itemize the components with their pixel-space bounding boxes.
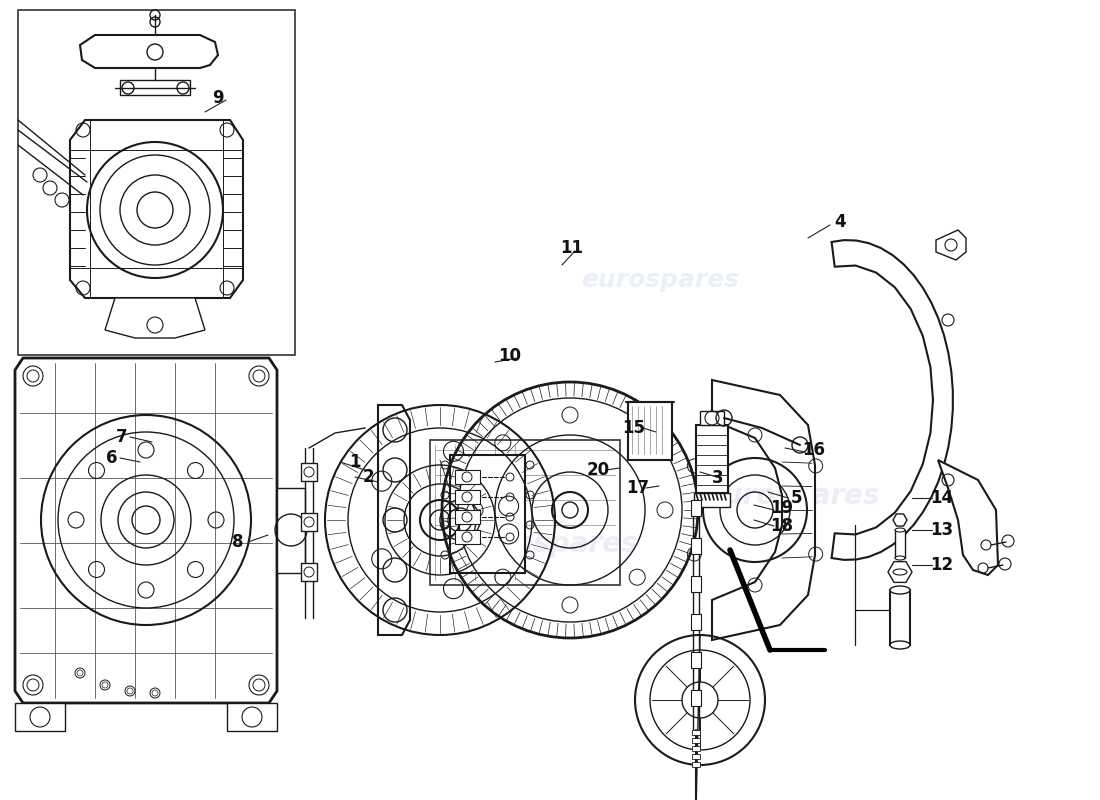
Text: eurospares: eurospares (704, 482, 880, 510)
Ellipse shape (895, 528, 905, 532)
Text: 12: 12 (931, 556, 954, 574)
Text: 17: 17 (626, 479, 650, 497)
Text: 10: 10 (498, 347, 521, 365)
Bar (692, 754, 700, 759)
Polygon shape (936, 230, 966, 260)
Bar (691, 538, 701, 554)
Text: 18: 18 (770, 517, 793, 535)
Bar (120, 80, 190, 95)
Bar (691, 576, 701, 592)
Text: 11: 11 (561, 239, 583, 257)
Text: 20: 20 (586, 461, 609, 479)
Ellipse shape (890, 586, 910, 594)
Polygon shape (888, 562, 912, 582)
Ellipse shape (893, 569, 907, 575)
Bar (692, 738, 700, 743)
Text: 3: 3 (712, 469, 724, 487)
Text: 5: 5 (790, 489, 802, 507)
Text: 13: 13 (931, 521, 954, 539)
Bar (628, 402, 672, 460)
Polygon shape (832, 240, 953, 560)
Text: eurospares: eurospares (581, 268, 739, 292)
Bar (691, 690, 701, 706)
Bar (691, 500, 701, 516)
Ellipse shape (890, 641, 910, 649)
Text: 9: 9 (212, 89, 223, 107)
Bar (692, 730, 700, 735)
Bar (694, 493, 730, 507)
Bar (895, 530, 905, 558)
Text: 8: 8 (232, 533, 244, 551)
Polygon shape (15, 358, 277, 703)
Bar (18, 10, 295, 355)
Bar (227, 703, 277, 731)
Text: 19: 19 (770, 499, 793, 517)
Bar (692, 762, 700, 767)
Bar (691, 614, 701, 630)
Text: 6: 6 (107, 449, 118, 467)
Text: 4: 4 (834, 213, 846, 231)
Bar (691, 652, 701, 668)
Bar (450, 455, 525, 573)
Bar (455, 470, 480, 484)
Bar (455, 510, 480, 524)
Bar (301, 513, 317, 531)
Polygon shape (712, 380, 815, 640)
Bar (890, 590, 910, 645)
Bar (692, 746, 700, 751)
Bar (696, 425, 728, 493)
Text: 7: 7 (117, 428, 128, 446)
Polygon shape (893, 514, 907, 526)
Polygon shape (70, 120, 243, 298)
Polygon shape (938, 460, 998, 575)
Text: 1: 1 (350, 453, 361, 471)
Polygon shape (104, 298, 205, 338)
Text: 2: 2 (362, 468, 374, 486)
Bar (430, 440, 620, 585)
Bar (455, 530, 480, 544)
Bar (455, 490, 480, 504)
Bar (301, 463, 317, 481)
Text: eurospares: eurospares (80, 468, 239, 492)
Polygon shape (378, 405, 410, 635)
Bar (301, 563, 317, 581)
Text: 14: 14 (931, 489, 954, 507)
Bar (15, 703, 65, 731)
Polygon shape (80, 35, 218, 68)
Text: eurospares: eurospares (462, 530, 638, 558)
Text: 15: 15 (623, 419, 646, 437)
Bar (277, 488, 305, 573)
Text: 16: 16 (803, 441, 825, 459)
Bar (700, 411, 724, 425)
Ellipse shape (895, 556, 905, 560)
